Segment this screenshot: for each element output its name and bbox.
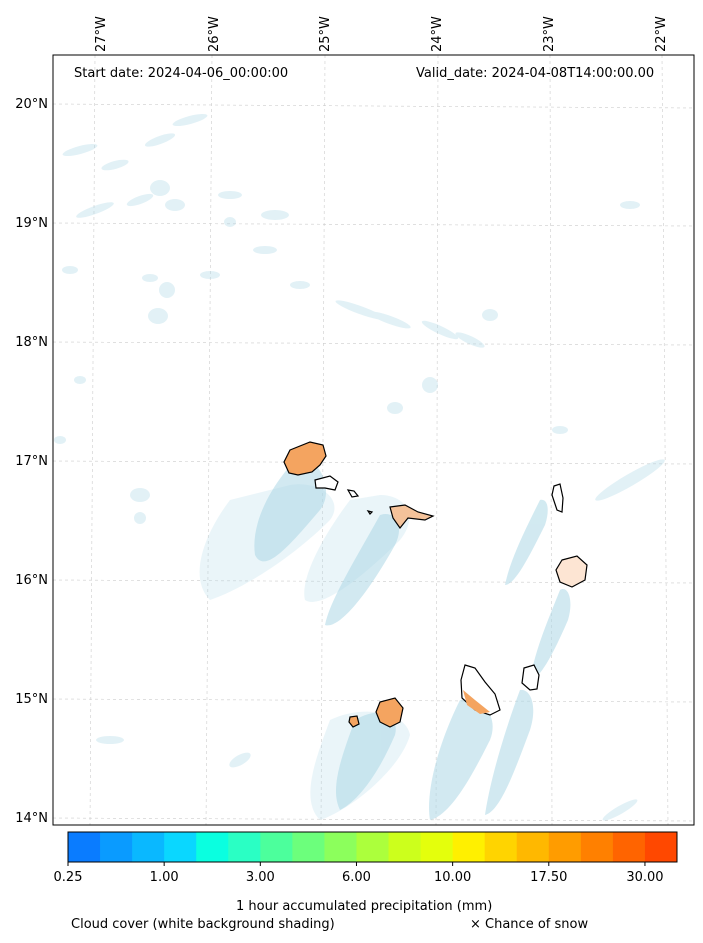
colorbar-segment — [548, 832, 582, 862]
map-area — [53, 55, 694, 825]
colorbar-segment — [292, 832, 325, 862]
colorbar-tick-label: 3.00 — [245, 870, 275, 885]
colorbar-segment — [612, 832, 646, 862]
colorbar-segment — [228, 832, 261, 862]
colorbar-label: 1 hour accumulated precipitation (mm) — [236, 899, 493, 914]
island-sal — [551, 483, 564, 513]
colorbar-tick-label: 10.00 — [434, 870, 472, 885]
lon-label-27w: 27°W — [94, 16, 109, 52]
lat-label-17n: 17°N — [15, 454, 48, 469]
island-maio — [521, 664, 540, 691]
colorbar-segment — [452, 832, 486, 862]
colorbar-tick-label: 0.25 — [53, 870, 83, 885]
lon-label-24w: 24°W — [430, 16, 445, 52]
colorbar-segment — [324, 832, 357, 862]
lon-label-26w: 26°W — [207, 16, 222, 52]
lat-label-16n: 16°N — [15, 573, 48, 588]
snow-legend: × Chance of snow — [470, 917, 589, 932]
lon-label-25w: 25°W — [318, 16, 333, 52]
colorbar — [67, 832, 678, 866]
colorbar-tick-label: 1.00 — [149, 870, 179, 885]
valid-date-label: Valid_date: 2024-04-08T14:00:00.00 — [416, 66, 655, 81]
meridian-23w — [549, 54, 553, 826]
parallel-17n — [52, 460, 695, 465]
island-fogo — [375, 697, 404, 728]
lon-label-23w: 23°W — [542, 16, 557, 52]
island-sao-nicolau — [389, 504, 435, 530]
cloud-cover-legend: Cloud cover (white background shading) — [71, 917, 335, 932]
colorbar-tick-label: 30.00 — [626, 870, 664, 885]
island-boa-vista — [555, 555, 588, 588]
colorbar-segment — [164, 832, 197, 862]
island-sao-vicente — [314, 475, 339, 491]
parallel-19n — [52, 222, 695, 227]
colorbar-segment — [100, 832, 133, 862]
lon-label-22w: 22°W — [654, 16, 669, 52]
meridian-24w — [435, 54, 439, 826]
meridian-26w — [205, 54, 213, 826]
start-date-label: Start date: 2024-04-06_00:00:00 — [74, 66, 289, 81]
meridian-22w — [661, 54, 669, 826]
meridian-27w — [89, 54, 96, 826]
island-santa-luzia — [346, 489, 360, 498]
colorbar-segment — [420, 832, 454, 862]
parallel-15n — [52, 698, 695, 703]
cloud-cover-shading — [54, 113, 665, 821]
colorbar-segment — [388, 832, 422, 862]
lat-label-18n: 18°N — [15, 335, 48, 350]
island-branco — [366, 510, 374, 515]
colorbar-tick-label: 17.50 — [530, 870, 568, 885]
colorbar-segment — [68, 832, 101, 862]
colorbar-segment — [484, 832, 518, 862]
colorbar-segment — [196, 832, 229, 862]
lat-label-20n: 20°N — [15, 97, 48, 112]
parallel-16n — [52, 579, 695, 584]
colorbar-segment — [644, 832, 678, 862]
meridian-25w — [320, 54, 326, 826]
lat-label-19n: 19°N — [15, 216, 48, 231]
colorbar-segment — [516, 832, 550, 862]
map-frame — [52, 54, 695, 826]
colorbar-frame — [67, 831, 678, 863]
colorbar-tick-label: 6.00 — [341, 870, 371, 885]
colorbar-segment — [260, 832, 293, 862]
parallel-14n — [52, 817, 695, 822]
colorbar-segment — [132, 832, 165, 862]
parallel-18n — [52, 341, 695, 346]
islands — [283, 441, 588, 728]
graticule — [52, 54, 695, 826]
lat-label-15n: 15°N — [15, 692, 48, 707]
colorbar-segment — [580, 832, 614, 862]
parallel-20n — [52, 103, 695, 109]
island-santo-antao — [283, 441, 327, 476]
colorbar-segment — [356, 832, 390, 862]
lat-label-14n: 14°N — [15, 811, 48, 826]
island-brava — [348, 715, 360, 728]
